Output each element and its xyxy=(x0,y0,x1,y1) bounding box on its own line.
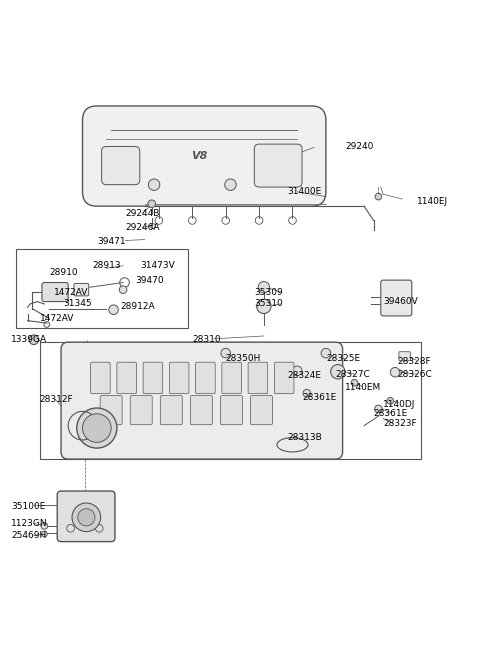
Text: 39460V: 39460V xyxy=(383,297,418,306)
Circle shape xyxy=(72,503,101,531)
FancyBboxPatch shape xyxy=(399,352,410,360)
Text: 28310: 28310 xyxy=(192,335,221,344)
Bar xyxy=(16,249,188,328)
FancyBboxPatch shape xyxy=(100,395,122,425)
Circle shape xyxy=(148,200,156,208)
FancyBboxPatch shape xyxy=(117,362,136,394)
Text: 28350H: 28350H xyxy=(226,354,261,363)
Circle shape xyxy=(351,379,358,386)
FancyBboxPatch shape xyxy=(91,362,110,394)
FancyBboxPatch shape xyxy=(220,395,242,425)
Text: 28328F: 28328F xyxy=(397,356,431,366)
Text: 28361E: 28361E xyxy=(373,409,408,418)
Text: 29246A: 29246A xyxy=(125,223,160,232)
FancyBboxPatch shape xyxy=(130,395,152,425)
Text: 29240: 29240 xyxy=(345,142,373,151)
Text: 31400E: 31400E xyxy=(288,188,322,196)
Circle shape xyxy=(83,414,111,442)
Circle shape xyxy=(303,389,311,397)
Circle shape xyxy=(375,193,382,200)
Text: 25469H: 25469H xyxy=(11,531,46,540)
FancyBboxPatch shape xyxy=(251,395,273,425)
Text: 1140DJ: 1140DJ xyxy=(383,400,416,409)
Circle shape xyxy=(258,281,270,293)
Circle shape xyxy=(390,367,400,377)
Circle shape xyxy=(109,305,118,314)
Text: 1472AV: 1472AV xyxy=(54,287,88,297)
Text: 28326C: 28326C xyxy=(397,370,432,379)
Text: 35310: 35310 xyxy=(254,299,283,308)
Text: 1472AV: 1472AV xyxy=(39,314,74,323)
Text: 1140EJ: 1140EJ xyxy=(417,197,448,206)
Text: 28325E: 28325E xyxy=(326,354,360,363)
Text: 28910: 28910 xyxy=(49,269,78,277)
FancyBboxPatch shape xyxy=(61,342,343,459)
Text: 28313B: 28313B xyxy=(288,433,323,442)
Circle shape xyxy=(221,348,230,358)
Circle shape xyxy=(29,335,38,344)
Circle shape xyxy=(41,531,47,537)
Circle shape xyxy=(292,366,302,376)
FancyBboxPatch shape xyxy=(160,395,182,425)
Circle shape xyxy=(41,523,48,529)
Text: 28327C: 28327C xyxy=(336,370,370,379)
Circle shape xyxy=(374,405,382,413)
FancyBboxPatch shape xyxy=(381,280,412,316)
Text: 28912A: 28912A xyxy=(120,302,156,311)
FancyBboxPatch shape xyxy=(191,395,212,425)
Bar xyxy=(39,342,421,459)
Text: 1123GN: 1123GN xyxy=(11,519,48,528)
Circle shape xyxy=(77,408,117,448)
FancyBboxPatch shape xyxy=(169,362,189,394)
Text: 31473V: 31473V xyxy=(140,261,175,270)
Text: 39471: 39471 xyxy=(97,237,125,247)
Circle shape xyxy=(119,286,127,293)
Circle shape xyxy=(78,509,95,526)
Text: 29244B: 29244B xyxy=(125,209,160,218)
FancyBboxPatch shape xyxy=(143,362,163,394)
Text: 28312F: 28312F xyxy=(39,395,73,404)
FancyBboxPatch shape xyxy=(57,491,115,541)
Text: 28323F: 28323F xyxy=(383,419,417,427)
Text: 35100E: 35100E xyxy=(11,502,45,511)
Circle shape xyxy=(331,364,345,379)
Text: 1339GA: 1339GA xyxy=(11,335,47,344)
Text: 28324E: 28324E xyxy=(288,371,322,380)
FancyBboxPatch shape xyxy=(222,362,241,394)
FancyBboxPatch shape xyxy=(254,144,302,187)
FancyBboxPatch shape xyxy=(83,106,326,206)
FancyBboxPatch shape xyxy=(248,362,268,394)
Text: 39470: 39470 xyxy=(135,275,164,285)
FancyBboxPatch shape xyxy=(74,283,89,296)
Text: 35309: 35309 xyxy=(254,287,283,297)
Circle shape xyxy=(387,397,394,404)
Text: 28913: 28913 xyxy=(92,261,120,270)
Text: V8: V8 xyxy=(191,151,208,161)
Circle shape xyxy=(257,299,271,314)
Circle shape xyxy=(148,179,160,190)
FancyBboxPatch shape xyxy=(275,362,294,394)
FancyBboxPatch shape xyxy=(42,283,68,302)
FancyBboxPatch shape xyxy=(102,147,140,185)
Text: 1140EM: 1140EM xyxy=(345,383,381,392)
Circle shape xyxy=(225,179,236,190)
Text: 31345: 31345 xyxy=(63,299,92,308)
Text: 28361E: 28361E xyxy=(302,393,336,401)
Circle shape xyxy=(321,348,331,358)
FancyBboxPatch shape xyxy=(196,362,215,394)
